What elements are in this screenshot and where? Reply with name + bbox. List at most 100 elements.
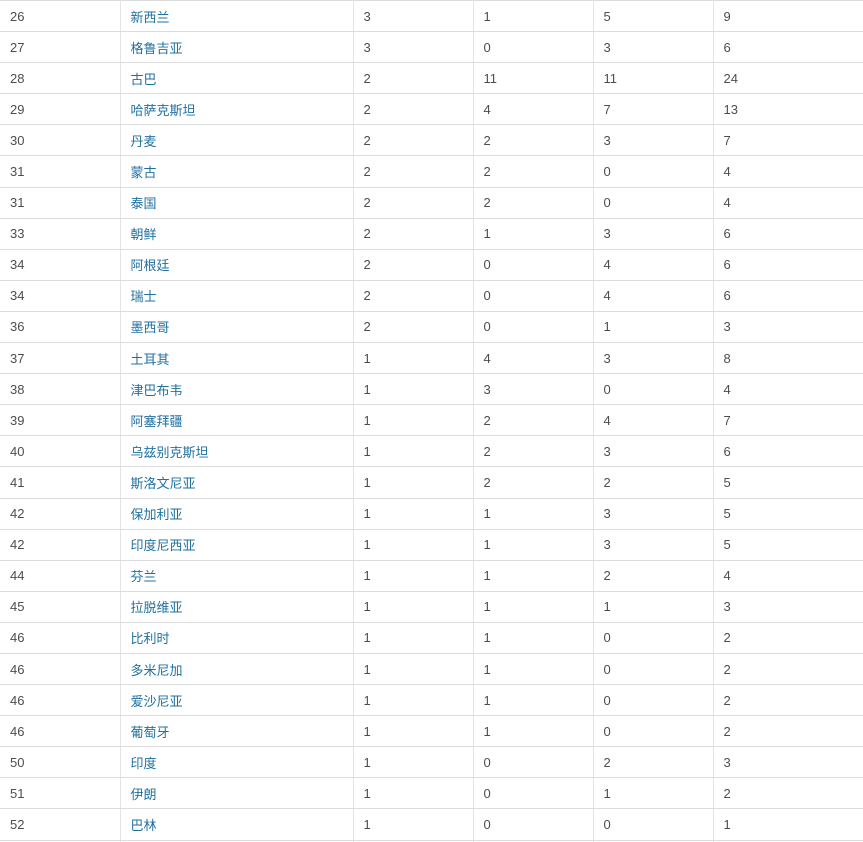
gold-count-cell: 1 — [353, 622, 474, 654]
rank-cell: 34 — [0, 249, 121, 281]
country-link[interactable]: 巴林 — [130, 817, 157, 833]
country-link[interactable]: 爱沙尼亚 — [130, 693, 183, 709]
country-link[interactable]: 津巴布韦 — [130, 382, 183, 398]
table-row: 29 哈萨克斯坦 2 4 7 13 — [0, 93, 863, 126]
silver-count-cell: 1 — [473, 684, 594, 717]
country-cell: 葡萄牙 — [120, 715, 354, 748]
table-row: 46 葡萄牙 1 1 0 2 — [0, 715, 863, 748]
silver-count-cell: 1 — [473, 498, 594, 530]
gold-count-cell: 2 — [353, 93, 474, 126]
country-link[interactable]: 印度 — [130, 755, 157, 771]
bronze-count-cell: 3 — [593, 342, 714, 375]
total-count-cell: 6 — [713, 280, 863, 312]
silver-count-cell: 2 — [473, 404, 594, 437]
total-count-cell: 4 — [713, 187, 863, 219]
gold-count-cell: 2 — [353, 62, 474, 95]
rank-cell: 26 — [0, 0, 121, 33]
table-row: 42 保加利亚 1 1 3 5 — [0, 498, 863, 530]
bronze-count-cell: 11 — [593, 62, 714, 95]
country-link[interactable]: 葡萄牙 — [130, 724, 170, 740]
country-link[interactable]: 墨西哥 — [130, 320, 170, 336]
country-cell: 阿塞拜疆 — [120, 404, 354, 437]
bronze-count-cell: 4 — [593, 249, 714, 281]
total-count-cell: 13 — [713, 93, 863, 126]
bronze-count-cell: 1 — [593, 311, 714, 344]
table-row: 46 爱沙尼亚 1 1 0 2 — [0, 684, 863, 717]
rank-cell: 38 — [0, 373, 121, 406]
country-link[interactable]: 格鲁吉亚 — [130, 40, 183, 56]
country-link[interactable]: 土耳其 — [130, 351, 170, 367]
country-link[interactable]: 乌兹别克斯坦 — [130, 444, 209, 460]
rank-cell: 31 — [0, 155, 121, 188]
total-count-cell: 3 — [713, 746, 863, 779]
country-cell: 斯洛文尼亚 — [120, 466, 354, 499]
country-cell: 伊朗 — [120, 777, 354, 810]
rank-cell: 29 — [0, 93, 121, 126]
silver-count-cell: 1 — [473, 622, 594, 654]
country-link[interactable]: 印度尼西亚 — [130, 538, 196, 554]
country-link[interactable]: 多米尼加 — [130, 662, 183, 678]
table-row: 33 朝鲜 2 1 3 6 — [0, 218, 863, 250]
country-cell: 比利时 — [120, 622, 354, 654]
country-link[interactable]: 蒙古 — [130, 165, 157, 181]
table-row — [0, 840, 863, 842]
bronze-count-cell — [593, 840, 714, 842]
rank-cell: 50 — [0, 746, 121, 779]
total-count-cell: 2 — [713, 653, 863, 686]
silver-count-cell: 0 — [473, 777, 594, 810]
country-link[interactable]: 丹麦 — [130, 133, 157, 149]
table-row: 26 新西兰 3 1 5 9 — [0, 0, 863, 33]
total-count-cell: 3 — [713, 311, 863, 344]
bronze-count-cell: 3 — [593, 529, 714, 561]
country-cell: 乌兹别克斯坦 — [120, 435, 354, 468]
country-link[interactable]: 斯洛文尼亚 — [130, 475, 196, 491]
country-link[interactable]: 泰国 — [130, 196, 157, 212]
country-link[interactable]: 拉脱维亚 — [130, 600, 183, 616]
table-row: 39 阿塞拜疆 1 2 4 7 — [0, 404, 863, 437]
gold-count-cell: 2 — [353, 280, 474, 312]
country-link[interactable]: 哈萨克斯坦 — [130, 102, 196, 118]
rank-cell: 52 — [0, 808, 121, 841]
country-cell: 蒙古 — [120, 155, 354, 188]
gold-count-cell: 2 — [353, 218, 474, 250]
country-link[interactable]: 瑞士 — [130, 289, 157, 305]
gold-count-cell: 1 — [353, 498, 474, 530]
country-cell: 瑞士 — [120, 280, 354, 312]
country-link[interactable]: 阿塞拜疆 — [130, 413, 183, 429]
country-link[interactable]: 阿根廷 — [130, 258, 170, 274]
country-cell: 墨西哥 — [120, 311, 354, 344]
country-cell: 哈萨克斯坦 — [120, 93, 354, 126]
country-cell: 朝鲜 — [120, 218, 354, 250]
country-cell: 新西兰 — [120, 0, 354, 33]
country-link[interactable]: 古巴 — [130, 71, 157, 87]
rank-cell: 33 — [0, 218, 121, 250]
rank-cell: 46 — [0, 653, 121, 686]
gold-count-cell: 2 — [353, 187, 474, 219]
silver-count-cell: 1 — [473, 218, 594, 250]
table-row: 28 古巴 2 11 11 24 — [0, 62, 863, 95]
bronze-count-cell: 4 — [593, 404, 714, 437]
silver-count-cell: 0 — [473, 280, 594, 312]
table-row: 36 墨西哥 2 0 1 3 — [0, 311, 863, 344]
country-link[interactable]: 保加利亚 — [130, 507, 183, 523]
gold-count-cell — [353, 840, 474, 842]
gold-count-cell: 1 — [353, 373, 474, 406]
silver-count-cell: 11 — [473, 62, 594, 95]
table-row: 46 多米尼加 1 1 0 2 — [0, 653, 863, 686]
country-link[interactable]: 伊朗 — [130, 786, 157, 802]
country-cell: 巴林 — [120, 808, 354, 841]
total-count-cell: 8 — [713, 342, 863, 375]
country-cell: 印度尼西亚 — [120, 529, 354, 561]
rank-cell: 27 — [0, 31, 121, 64]
country-link[interactable]: 芬兰 — [130, 569, 157, 585]
country-link[interactable]: 比利时 — [130, 631, 170, 647]
silver-count-cell: 0 — [473, 249, 594, 281]
bronze-count-cell: 2 — [593, 746, 714, 779]
gold-count-cell: 2 — [353, 124, 474, 157]
bronze-count-cell: 0 — [593, 653, 714, 686]
country-link[interactable]: 朝鲜 — [130, 227, 157, 243]
bronze-count-cell: 3 — [593, 435, 714, 468]
table-row: 46 比利时 1 1 0 2 — [0, 622, 863, 654]
country-link[interactable]: 新西兰 — [130, 9, 170, 25]
silver-count-cell: 2 — [473, 124, 594, 157]
